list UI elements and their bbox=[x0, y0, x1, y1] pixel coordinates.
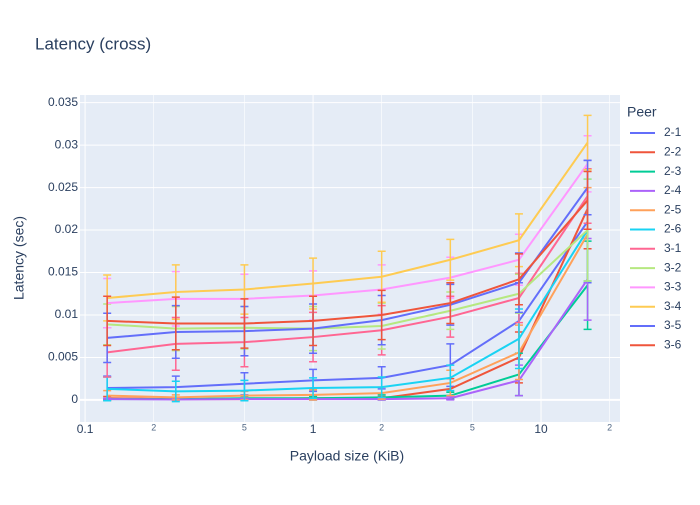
y-tick-label: 0.015 bbox=[48, 265, 78, 279]
legend-label: 3-4 bbox=[664, 299, 682, 313]
y-axis-title: Latency (sec) bbox=[11, 216, 27, 300]
chart-title: Latency (cross) bbox=[35, 34, 151, 53]
legend-label: 2-6 bbox=[664, 222, 682, 236]
series-line bbox=[107, 229, 589, 393]
legend-label: 3-2 bbox=[664, 260, 682, 274]
legend-label: 2-1 bbox=[664, 125, 682, 139]
y-tick-label: 0 bbox=[71, 392, 78, 406]
series-line bbox=[107, 229, 589, 330]
legend-label: 3-3 bbox=[664, 280, 682, 294]
x-tick-label: 2 bbox=[607, 422, 612, 432]
error-bar bbox=[103, 295, 112, 347]
y-tick-label: 0.035 bbox=[48, 95, 78, 109]
plot-area bbox=[80, 95, 620, 422]
error-bar bbox=[583, 170, 592, 230]
legend-label: 3-5 bbox=[664, 318, 682, 332]
x-tick-label: 1 bbox=[310, 422, 317, 436]
legend-title: Peer bbox=[627, 104, 657, 120]
legend-label: 3-6 bbox=[664, 337, 682, 351]
legend-label: 2-2 bbox=[664, 144, 682, 158]
series-line bbox=[107, 163, 589, 305]
x-tick-label: 0.1 bbox=[77, 422, 94, 436]
series-line bbox=[107, 195, 589, 354]
x-tick-label: 10 bbox=[534, 422, 548, 436]
y-tick-label: 0.025 bbox=[48, 180, 78, 194]
x-tick-label: 5 bbox=[242, 422, 247, 432]
series-line bbox=[107, 199, 589, 325]
y-tick-label: 0.03 bbox=[55, 137, 79, 151]
y-tick-label: 0.02 bbox=[55, 222, 79, 236]
x-axis-title: Payload size (KiB) bbox=[290, 448, 404, 464]
series-line bbox=[107, 278, 589, 401]
y-tick-label: 0.005 bbox=[48, 350, 78, 364]
legend-label: 2-3 bbox=[664, 164, 682, 178]
x-tick-label: 2 bbox=[151, 422, 156, 432]
y-tick-label: 0.01 bbox=[55, 307, 79, 321]
series-line bbox=[107, 141, 589, 299]
legend-label: 2-4 bbox=[664, 183, 682, 197]
x-tick-label: 2 bbox=[379, 422, 384, 432]
series-line bbox=[107, 186, 589, 339]
series-line bbox=[107, 233, 589, 399]
series-line bbox=[107, 220, 589, 390]
x-tick-label: 5 bbox=[470, 422, 475, 432]
legend-label: 3-1 bbox=[664, 241, 682, 255]
legend-label: 2-5 bbox=[664, 202, 682, 216]
